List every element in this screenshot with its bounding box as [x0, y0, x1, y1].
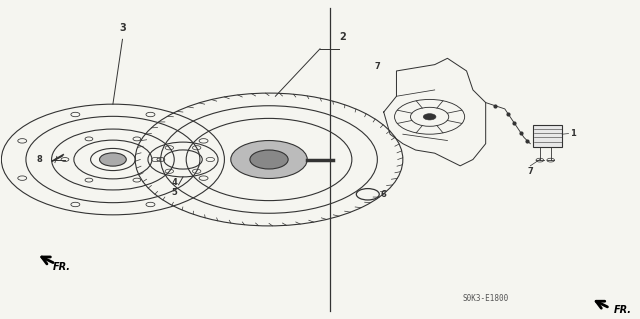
Circle shape: [250, 150, 288, 169]
Circle shape: [231, 141, 307, 178]
Text: 8: 8: [36, 155, 42, 164]
FancyBboxPatch shape: [534, 125, 562, 147]
Text: S0K3-E1800: S0K3-E1800: [463, 294, 509, 303]
Text: 6: 6: [381, 190, 387, 199]
Text: 5: 5: [172, 188, 178, 197]
Text: FR.: FR.: [614, 305, 632, 315]
Text: 2: 2: [339, 33, 346, 42]
Text: 7: 7: [527, 167, 533, 176]
Circle shape: [100, 153, 126, 166]
Text: 1: 1: [570, 129, 575, 138]
Text: 3: 3: [119, 23, 126, 33]
Text: FR.: FR.: [53, 262, 71, 272]
Text: 7: 7: [374, 62, 380, 71]
Circle shape: [423, 114, 436, 120]
Text: 4: 4: [172, 178, 178, 188]
